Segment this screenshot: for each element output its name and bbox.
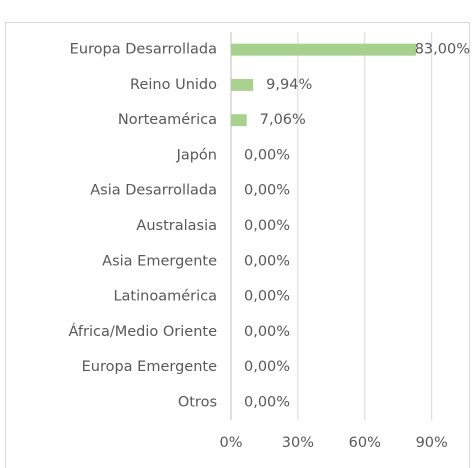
bar (231, 78, 254, 91)
data-label: 0,00% (244, 324, 290, 340)
y-tick-label: Europa Emergente (82, 359, 217, 375)
chart-frame (5, 22, 470, 468)
data-label: 0,00% (244, 218, 290, 234)
y-tick-label: Asia Emergente (102, 253, 217, 269)
x-tick-label: 60% (349, 435, 381, 451)
y-tick-label: Otros (178, 394, 217, 410)
y-tick-label: Europa Desarrollada (70, 42, 217, 58)
data-label: 0,00% (244, 359, 290, 375)
x-tick-label: 30% (282, 435, 314, 451)
data-label: 83,00% (415, 42, 470, 58)
y-tick-label: Reino Unido (130, 77, 217, 93)
data-label: 0,00% (244, 394, 290, 410)
y-tick-label: Australasia (136, 218, 217, 234)
bar (231, 43, 417, 56)
x-tick-label: 0% (219, 435, 242, 451)
data-label: 0,00% (244, 289, 290, 305)
y-tick-label: Japón (176, 147, 217, 163)
y-tick-label: Latinoamérica (113, 289, 217, 305)
data-label: 7,06% (260, 112, 306, 128)
data-label: 0,00% (244, 253, 290, 269)
bar (231, 114, 247, 127)
x-tick-label: 90% (416, 435, 448, 451)
data-label: 0,00% (244, 147, 290, 163)
data-label: 9,94% (266, 77, 312, 93)
y-tick-label: Asia Desarrollada (90, 183, 217, 199)
y-tick-label: Norteamérica (118, 112, 217, 128)
data-label: 0,00% (244, 183, 290, 199)
y-tick-label: África/Medio Oriente (68, 323, 217, 340)
